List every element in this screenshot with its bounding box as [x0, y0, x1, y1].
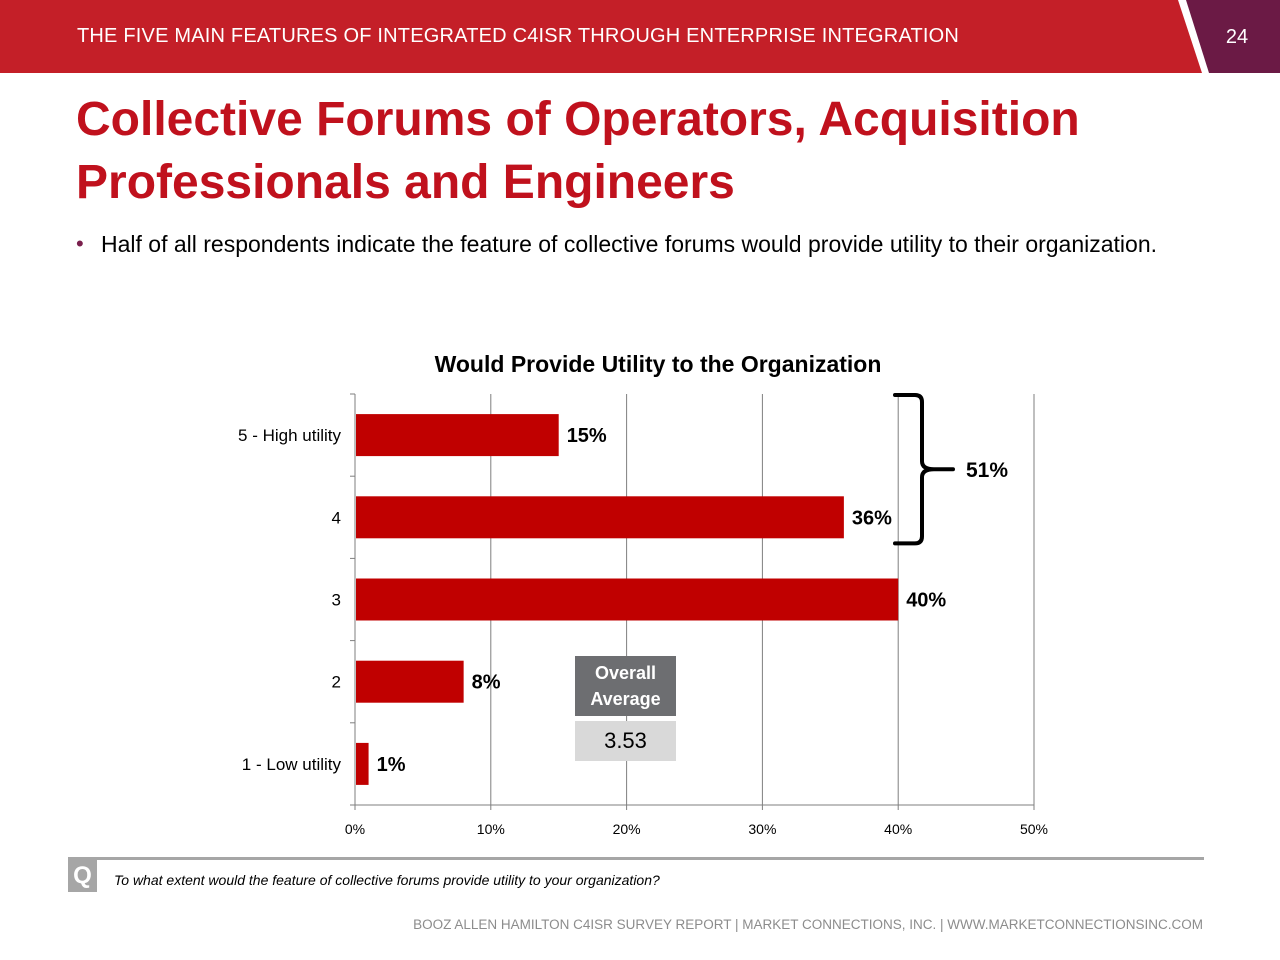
x-tick-label: 0% — [345, 821, 365, 837]
question-divider — [68, 857, 1204, 860]
page-number: 24 — [1225, 26, 1249, 48]
y-category-label: 5 - High utility — [238, 426, 341, 445]
header-band — [0, 0, 1280, 73]
slide-title: Collective Forums of Operators, Acquisit… — [76, 93, 1080, 209]
bar-value-label: 15% — [567, 425, 607, 447]
bar — [356, 660, 464, 703]
y-category-label: 1 - Low utility — [242, 755, 342, 774]
overall-average-label-line2: Average — [590, 689, 661, 709]
x-tick-label: 20% — [613, 821, 641, 837]
chart-title: Would Provide Utility to the Organizatio… — [435, 351, 882, 377]
overall-average-label: Overall Average — [575, 656, 676, 716]
x-tick-label: 50% — [1020, 821, 1048, 837]
header-title: THE FIVE MAIN FEATURES OF INTEGRATED C4I… — [77, 25, 960, 47]
bar — [356, 742, 369, 785]
y-category-label: 4 — [332, 508, 341, 527]
bar — [356, 496, 844, 539]
overall-average-label-line1: Overall — [594, 663, 657, 683]
x-tick-label: 40% — [884, 821, 912, 837]
bar-value-label: 40% — [906, 590, 946, 612]
bar-value-label: 8% — [472, 672, 501, 694]
footer-text: BOOZ ALLEN HAMILTON C4ISR SURVEY REPORT … — [413, 917, 1203, 932]
bar — [356, 414, 559, 457]
x-tick-label: 10% — [477, 821, 505, 837]
y-category-label: 3 — [332, 591, 341, 610]
bar — [356, 578, 899, 621]
bar-value-label: 36% — [852, 507, 892, 529]
overall-average-value: 3.53 — [575, 721, 676, 761]
x-tick-label: 30% — [748, 821, 776, 837]
bar-value-label: 1% — [377, 754, 406, 776]
y-category-label: 2 — [332, 673, 341, 692]
top-two-bracket — [893, 393, 955, 546]
bullet-icon: • — [76, 231, 84, 256]
bullet-text: Half of all respondents indicate the fea… — [101, 231, 1158, 257]
bracket-total-label: 51% — [966, 459, 1008, 482]
question-text: To what extent would the feature of coll… — [114, 872, 660, 888]
question-badge-icon: Q — [68, 860, 97, 892]
